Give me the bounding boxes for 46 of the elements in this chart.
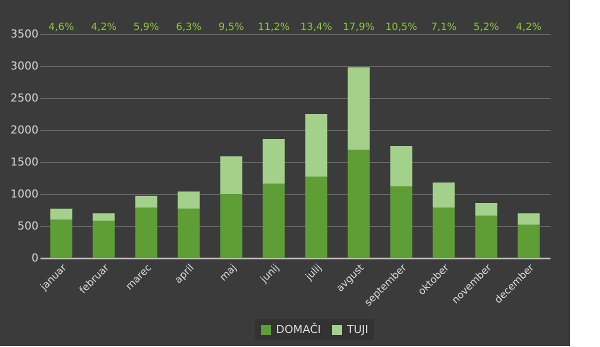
y-tick-label: 2000 bbox=[10, 124, 38, 136]
text: 9,5% bbox=[218, 22, 244, 33]
legend-label: TUJI bbox=[346, 323, 368, 336]
bar bbox=[432, 182, 455, 208]
bar bbox=[50, 220, 72, 258]
bar bbox=[135, 207, 158, 258]
y-tick-label: 3000 bbox=[10, 60, 38, 72]
bar bbox=[432, 207, 455, 258]
text: 11,2% bbox=[258, 22, 290, 33]
text: 5,2% bbox=[474, 22, 499, 33]
bar bbox=[475, 216, 498, 258]
y-tick-label: 2500 bbox=[10, 92, 38, 104]
legend-label: DOMAČI bbox=[276, 322, 321, 336]
text: 10,5% bbox=[385, 22, 418, 33]
bar bbox=[92, 213, 115, 221]
text: 4,2% bbox=[91, 22, 116, 33]
bar bbox=[178, 191, 200, 209]
y-tick-label: 1500 bbox=[10, 156, 38, 168]
bar bbox=[135, 196, 158, 208]
bar bbox=[518, 213, 540, 225]
bar bbox=[348, 150, 370, 258]
bar bbox=[305, 176, 328, 258]
bar bbox=[518, 224, 540, 258]
bar bbox=[178, 208, 200, 258]
y-tick-label: 500 bbox=[18, 220, 38, 232]
bar bbox=[92, 220, 115, 258]
bar bbox=[262, 138, 285, 184]
text: 6,3% bbox=[176, 22, 202, 33]
bar bbox=[390, 146, 412, 186]
text: 13,4% bbox=[300, 22, 332, 33]
text: 4,2% bbox=[516, 22, 542, 33]
bar bbox=[390, 186, 412, 258]
y-tick-label: 0 bbox=[32, 252, 38, 264]
text: 5,9% bbox=[134, 22, 159, 33]
bar bbox=[50, 208, 72, 220]
y-tick-label: 3500 bbox=[10, 28, 38, 40]
bar bbox=[262, 184, 285, 258]
bar bbox=[475, 202, 498, 216]
y-tick-label: 1000 bbox=[10, 188, 38, 200]
text: 7,1% bbox=[431, 22, 456, 33]
text: 4,6% bbox=[48, 22, 74, 33]
bar bbox=[305, 114, 328, 177]
bar bbox=[220, 194, 242, 258]
text: 17,9% bbox=[342, 22, 375, 33]
bar bbox=[220, 156, 242, 194]
bar bbox=[348, 67, 370, 150]
